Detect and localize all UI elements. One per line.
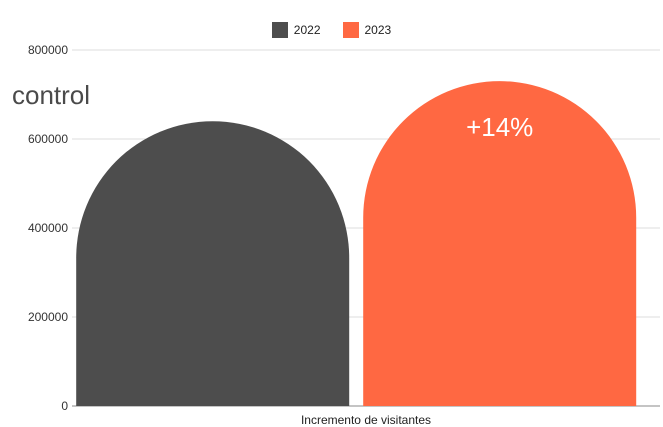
y-tick-label-2: 400000 xyxy=(28,221,68,235)
legend-label-2023: 2023 xyxy=(364,23,392,37)
y-tick-label-1: 200000 xyxy=(28,310,68,324)
legend-swatch-2023 xyxy=(342,22,359,38)
legend-item-2023: 2023 xyxy=(342,22,392,38)
y-tick-label-0: 0 xyxy=(61,399,68,413)
data-label-0: +14% xyxy=(466,112,533,142)
legend-item-2022: 2022 xyxy=(271,22,321,38)
legend-label-2022: 2022 xyxy=(293,23,321,37)
y-tick-label-3: 600000 xyxy=(28,132,68,146)
side-label-control: control xyxy=(12,80,91,110)
x-axis-category-label: Incremento de visitantes xyxy=(301,413,431,427)
bar-2022 xyxy=(76,121,350,406)
bar-2023 xyxy=(363,81,637,406)
chart-legend: 2022 2023 xyxy=(0,22,663,38)
legend-swatch-2022 xyxy=(271,22,288,38)
y-tick-label-4: 800000 xyxy=(28,43,68,57)
